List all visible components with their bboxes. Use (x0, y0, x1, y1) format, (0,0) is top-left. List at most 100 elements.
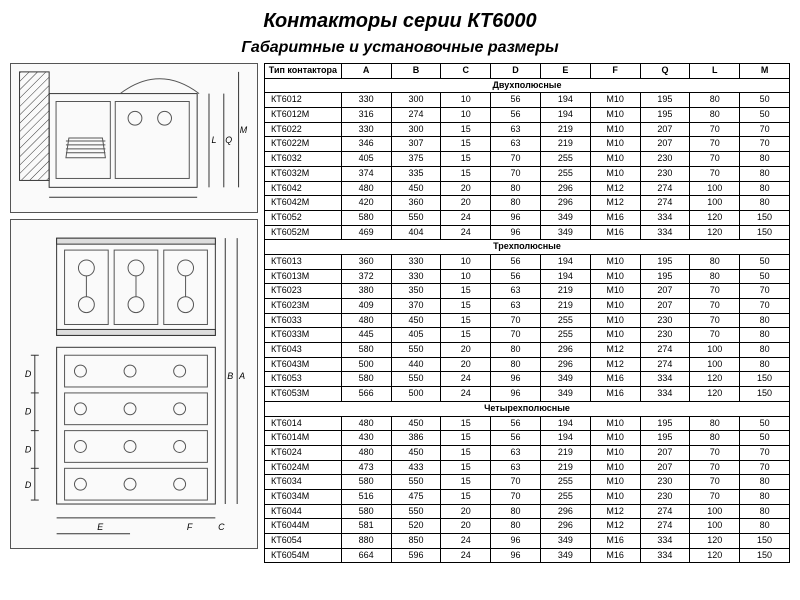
dim-cell: 80 (690, 108, 740, 123)
dim-cell: 80 (491, 504, 541, 519)
dim-cell: 316 (341, 108, 391, 123)
dim-cell: 550 (391, 210, 441, 225)
dim-cell: 50 (740, 108, 790, 123)
model-cell: КТ6023 (265, 284, 342, 299)
dim-cell: 207 (640, 299, 690, 314)
dim-cell: 80 (491, 357, 541, 372)
dim-cell: 194 (540, 431, 590, 446)
dim-cell: 409 (341, 299, 391, 314)
dim-cell: 120 (690, 372, 740, 387)
dim-cell: 307 (391, 137, 441, 152)
dim-cell: М10 (590, 269, 640, 284)
dim-cell: 80 (690, 416, 740, 431)
dim-cell: 63 (491, 460, 541, 475)
dim-cell: 274 (640, 357, 690, 372)
dim-cell: 80 (740, 152, 790, 167)
dim-cell: 334 (640, 372, 690, 387)
dim-cell: 70 (690, 284, 740, 299)
dim-cell: 15 (441, 431, 491, 446)
dim-cell: 480 (341, 313, 391, 328)
dim-cell: 80 (740, 328, 790, 343)
dim-cell: 194 (540, 269, 590, 284)
table-row: КТ6044М5815202080296М1227410080 (265, 519, 790, 534)
dim-cell: 20 (441, 343, 491, 358)
table-row: КТ60445805502080296М1227410080 (265, 504, 790, 519)
dim-cell: 360 (391, 196, 441, 211)
model-cell: КТ6023М (265, 299, 342, 314)
dimensions-table-wrap: Тип контактора A B C D E F Q L M Двухпол… (264, 63, 790, 563)
dim-cell: 80 (740, 357, 790, 372)
dim-cell: 335 (391, 166, 441, 181)
model-cell: КТ6014 (265, 416, 342, 431)
dim-cell: 255 (540, 328, 590, 343)
col-header: L (690, 64, 740, 79)
dim-cell: 80 (690, 254, 740, 269)
dim-cell: 433 (391, 460, 441, 475)
dim-cell: 219 (540, 299, 590, 314)
dim-cell: 70 (690, 489, 740, 504)
dim-cell: 207 (640, 445, 690, 460)
dim-cell: 63 (491, 122, 541, 137)
dim-cell: М12 (590, 357, 640, 372)
table-row: КТ60233803501563219М102077070 (265, 284, 790, 299)
dim-cell: М16 (590, 210, 640, 225)
dim-cell: 296 (540, 357, 590, 372)
dim-cell: 219 (540, 284, 590, 299)
dim-cell: 50 (740, 269, 790, 284)
dim-cell: 330 (341, 93, 391, 108)
dim-cell: 255 (540, 475, 590, 490)
dim-cell: 386 (391, 431, 441, 446)
model-cell: КТ6052М (265, 225, 342, 240)
dimensions-table: Тип контактора A B C D E F Q L M Двухпол… (264, 63, 790, 563)
dim-cell: 550 (391, 504, 441, 519)
dim-cell: 15 (441, 152, 491, 167)
table-row: КТ60223303001563219М102077070 (265, 122, 790, 137)
table-row: КТ6032М3743351570255М102307080 (265, 166, 790, 181)
dim-cell: 360 (341, 254, 391, 269)
model-cell: КТ6043 (265, 343, 342, 358)
dim-cell: 15 (441, 328, 491, 343)
dim-cell: 15 (441, 489, 491, 504)
dim-cell: 296 (540, 181, 590, 196)
dim-cell: 70 (690, 152, 740, 167)
model-cell: КТ6033М (265, 328, 342, 343)
dim-cell: 430 (341, 431, 391, 446)
model-cell: КТ6054 (265, 534, 342, 549)
dim-cell: М10 (590, 416, 640, 431)
dim-cell: 349 (540, 534, 590, 549)
table-header-row: Тип контактора A B C D E F Q L M (265, 64, 790, 79)
dim-cell: 80 (740, 519, 790, 534)
dim-cell: 10 (441, 269, 491, 284)
dim-cell: 150 (740, 387, 790, 402)
dim-cell: 80 (740, 489, 790, 504)
dim-cell: 150 (740, 534, 790, 549)
dim-cell: 230 (640, 475, 690, 490)
model-cell: КТ6032 (265, 152, 342, 167)
dim-cell: 96 (491, 210, 541, 225)
dim-cell: М16 (590, 534, 640, 549)
dim-cell: 80 (740, 475, 790, 490)
model-cell: КТ6034М (265, 489, 342, 504)
dim-cell: 230 (640, 489, 690, 504)
dim-cell: 334 (640, 548, 690, 563)
dim-cell: 70 (740, 460, 790, 475)
dim-cell: 70 (491, 166, 541, 181)
dim-cell: 100 (690, 196, 740, 211)
dim-cell: М10 (590, 122, 640, 137)
dim-cell: 550 (391, 372, 441, 387)
table-row: КТ60324053751570255М102307080 (265, 152, 790, 167)
dim-cell: 80 (491, 343, 541, 358)
dim-cell: 475 (391, 489, 441, 504)
dim-cell: 80 (740, 343, 790, 358)
dim-cell: М10 (590, 299, 640, 314)
table-row: КТ6012М3162741056194М101958050 (265, 108, 790, 123)
dim-label: D (25, 407, 32, 417)
dim-cell: 100 (690, 504, 740, 519)
dim-cell: 334 (640, 534, 690, 549)
dim-cell: 70 (740, 445, 790, 460)
dim-cell: 80 (740, 181, 790, 196)
dim-cell: 194 (540, 93, 590, 108)
dim-cell: 580 (341, 210, 391, 225)
dim-cell: 50 (740, 431, 790, 446)
dim-cell: 349 (540, 387, 590, 402)
